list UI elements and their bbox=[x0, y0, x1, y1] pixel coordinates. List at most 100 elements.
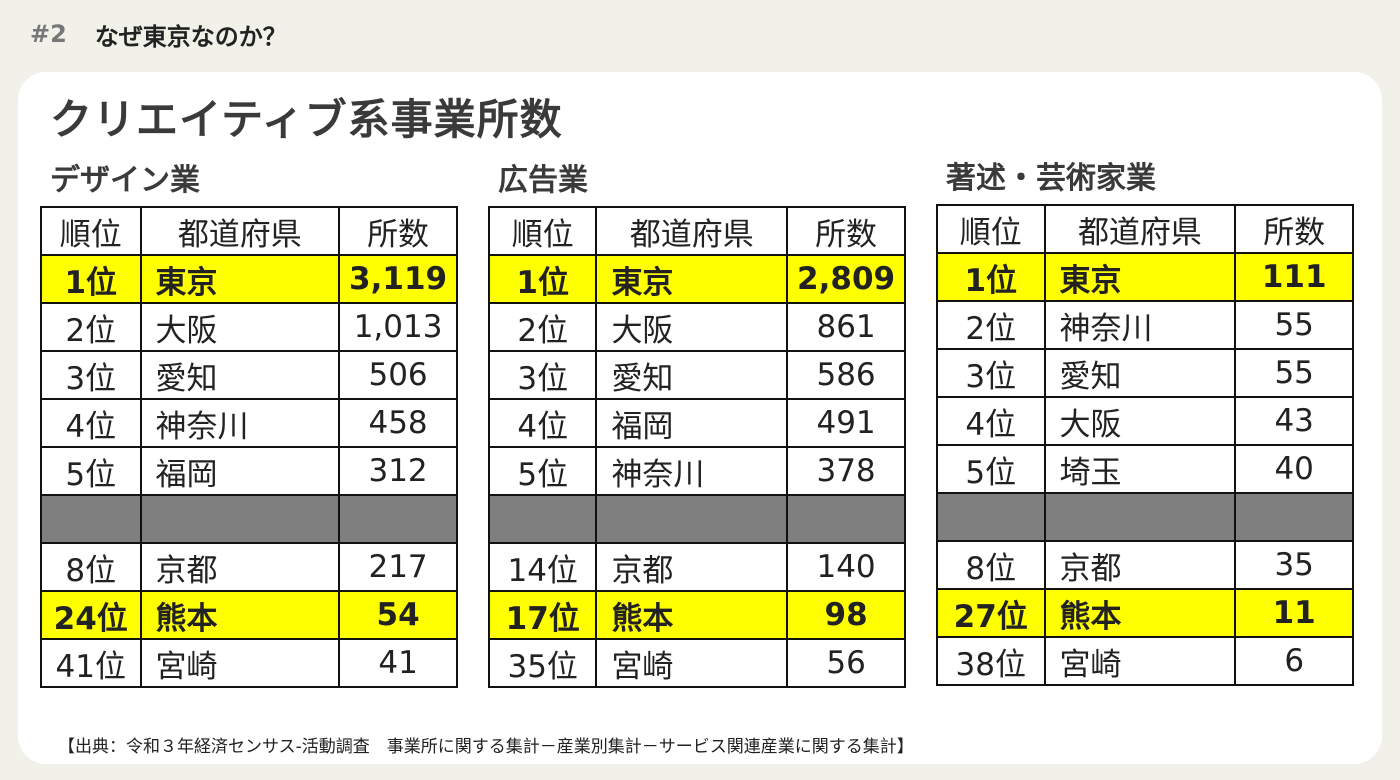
count-cell: 861 bbox=[786, 302, 906, 352]
rank-cell: 5位 bbox=[487, 446, 598, 496]
count-cell: 41 bbox=[338, 638, 458, 688]
prefecture-cell: 熊本 bbox=[595, 590, 789, 640]
prefecture-cell: 神奈川 bbox=[139, 398, 341, 448]
rank-cell: 3位 bbox=[40, 350, 142, 400]
prefecture-cell: 宮崎 bbox=[1043, 636, 1237, 686]
count-cell: 43 bbox=[1234, 396, 1354, 446]
count-cell: 55 bbox=[1234, 348, 1354, 398]
count-cell: 3,119 bbox=[338, 254, 458, 304]
table-row: 35位 宮崎 56 bbox=[487, 638, 906, 688]
prefecture-cell: 熊本 bbox=[1043, 588, 1237, 638]
table-row: 5位 埼玉 40 bbox=[936, 444, 1354, 494]
count-cell: 217 bbox=[338, 542, 458, 592]
prefecture-cell: 東京 bbox=[139, 254, 341, 304]
count-cell: 6 bbox=[1234, 636, 1354, 686]
table-row: 3位 愛知 506 bbox=[40, 350, 458, 400]
omitted-rows-separator bbox=[487, 494, 906, 544]
rank-cell: 1位 bbox=[936, 252, 1046, 302]
count-cell: 140 bbox=[786, 542, 906, 592]
prefecture-cell: 宮崎 bbox=[595, 638, 789, 688]
rank-cell: 5位 bbox=[40, 446, 142, 496]
rank-cell: 24位 bbox=[40, 590, 142, 640]
count-cell: 54 bbox=[338, 590, 458, 640]
omitted-rows-separator bbox=[936, 492, 1354, 542]
rank-cell: 2位 bbox=[936, 300, 1046, 350]
column-header: 都道府県 bbox=[595, 206, 789, 256]
column-header: 順位 bbox=[487, 206, 598, 256]
highlighted-table-row: 27位 熊本 11 bbox=[936, 588, 1354, 638]
prefecture-cell: 愛知 bbox=[139, 350, 341, 400]
rank-cell: 5位 bbox=[936, 444, 1046, 494]
count-cell: 458 bbox=[338, 398, 458, 448]
count-cell: 506 bbox=[338, 350, 458, 400]
column-header: 都道府県 bbox=[139, 206, 341, 256]
separator-cell bbox=[936, 492, 1046, 542]
prefecture-cell: 神奈川 bbox=[1043, 300, 1237, 350]
rank-cell: 4位 bbox=[487, 398, 598, 448]
source-citation: 【出典：令和３年経済センサス-活動調査 事業所に関する集計－産業別集計－サービス… bbox=[58, 737, 914, 757]
table-row: 4位 大阪 43 bbox=[936, 396, 1354, 446]
table-row: 3位 愛知 55 bbox=[936, 348, 1354, 398]
table-row: 5位 福岡 312 bbox=[40, 446, 458, 496]
separator-cell bbox=[595, 494, 789, 544]
rank-cell: 8位 bbox=[936, 540, 1046, 590]
rank-cell: 3位 bbox=[487, 350, 598, 400]
prefecture-cell: 宮崎 bbox=[139, 638, 341, 688]
count-cell: 378 bbox=[786, 446, 906, 496]
separator-cell bbox=[786, 494, 906, 544]
table-row: 41位 宮崎 41 bbox=[40, 638, 458, 688]
count-cell: 586 bbox=[786, 350, 906, 400]
prefecture-cell: 京都 bbox=[595, 542, 789, 592]
slide-heading: なぜ東京なのか？ bbox=[94, 22, 287, 51]
count-cell: 2,809 bbox=[786, 254, 906, 304]
rank-cell: 2位 bbox=[40, 302, 142, 352]
table-block-authors-artists: 著述・芸術家業 順位 都道府県 所数 1位 東京 111 2位 神奈川 55 3位 愛知 55 4位大… bbox=[936, 158, 1354, 686]
count-cell: 40 bbox=[1234, 444, 1354, 494]
omitted-rows-separator bbox=[40, 494, 458, 544]
rank-cell: 4位 bbox=[936, 396, 1046, 446]
table-title: 広告業 bbox=[498, 163, 588, 198]
prefecture-cell: 大阪 bbox=[1043, 396, 1237, 446]
count-cell: 111 bbox=[1234, 252, 1354, 302]
count-cell: 491 bbox=[786, 398, 906, 448]
prefecture-cell: 埼玉 bbox=[1043, 444, 1237, 494]
column-header: 順位 bbox=[40, 206, 142, 256]
table-row: 4位 神奈川 458 bbox=[40, 398, 458, 448]
table-row: 14位 京都 140 bbox=[487, 542, 906, 592]
rank-cell: 4位 bbox=[40, 398, 142, 448]
prefecture-cell: 京都 bbox=[1043, 540, 1237, 590]
table-row: 8位 京都 35 bbox=[936, 540, 1354, 590]
prefecture-cell: 福岡 bbox=[595, 398, 789, 448]
table-row: 3位 愛知 586 bbox=[487, 350, 906, 400]
ranking-table: 順位 都道府県 所数 1位 東京 3,119 2位 大阪 1,013 3位 愛知 506 4位 神奈川 4… bbox=[40, 206, 458, 688]
column-header: 所数 bbox=[786, 206, 906, 256]
prefecture-cell: 大阪 bbox=[595, 302, 789, 352]
count-cell: 11 bbox=[1234, 588, 1354, 638]
count-cell: 1,013 bbox=[338, 302, 458, 352]
count-cell: 312 bbox=[338, 446, 458, 496]
table-title: デザイン業 bbox=[50, 163, 200, 198]
rank-cell: 14位 bbox=[487, 542, 598, 592]
table-row: 8位 京都 217 bbox=[40, 542, 458, 592]
main-title: クリエイティブ系事業所数 bbox=[50, 95, 563, 144]
prefecture-cell: 東京 bbox=[595, 254, 789, 304]
column-header: 所数 bbox=[338, 206, 458, 256]
prefecture-cell: 熊本 bbox=[139, 590, 341, 640]
slide-header: #2 なぜ東京なのか？ bbox=[30, 14, 287, 54]
separator-cell bbox=[1234, 492, 1354, 542]
separator-cell bbox=[139, 494, 341, 544]
table-row: 5位 神奈川 378 bbox=[487, 446, 906, 496]
column-header: 所数 bbox=[1234, 204, 1354, 254]
rank-cell: 35位 bbox=[487, 638, 598, 688]
count-cell: 55 bbox=[1234, 300, 1354, 350]
ranking-table: 順位 都道府県 所数 1位 東京 2,809 2位 大阪 861 3位 愛知 586 4位 福岡 491 5… bbox=[487, 206, 906, 688]
count-cell: 56 bbox=[786, 638, 906, 688]
column-header: 都道府県 bbox=[1043, 204, 1237, 254]
rank-cell: 17位 bbox=[487, 590, 598, 640]
prefecture-cell: 愛知 bbox=[1043, 348, 1237, 398]
highlighted-table-row: 1位 東京 111 bbox=[936, 252, 1354, 302]
table-row: 2位 大阪 1,013 bbox=[40, 302, 458, 352]
rank-cell: 8位 bbox=[40, 542, 142, 592]
rank-cell: 41位 bbox=[40, 638, 142, 688]
prefecture-cell: 愛知 bbox=[595, 350, 789, 400]
